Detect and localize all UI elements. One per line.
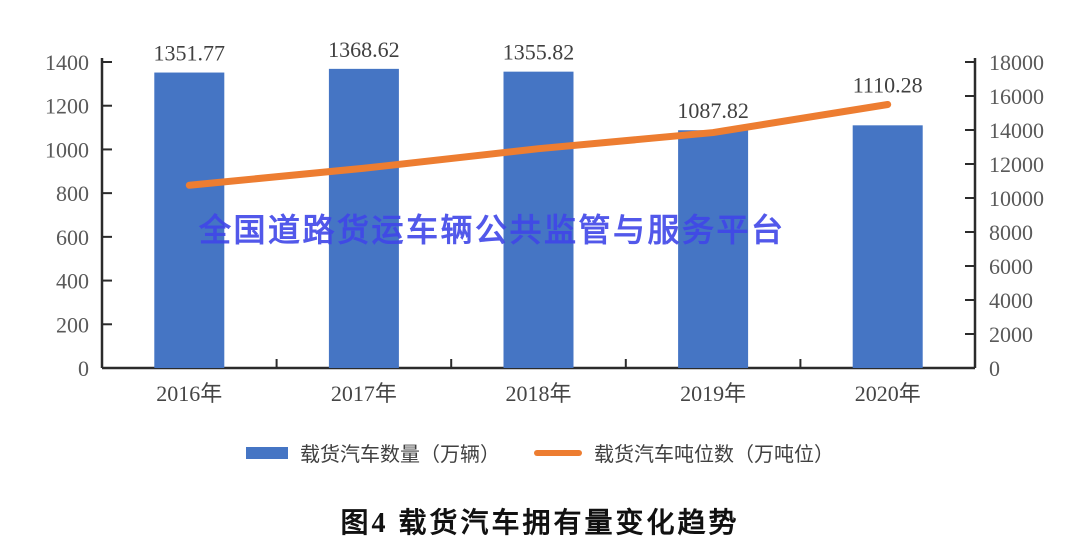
bar-2016年 bbox=[154, 72, 225, 369]
legend-label-line-series: 载货汽车吨位数（万吨位） bbox=[594, 444, 834, 466]
left-axis-tick-label: 400 bbox=[56, 269, 89, 294]
x-axis-category-label: 2018年 bbox=[505, 381, 571, 406]
bar-value-label: 1087.82 bbox=[677, 98, 749, 123]
x-axis-category-label: 2020年 bbox=[855, 381, 921, 406]
right-axis-tick-label: 16000 bbox=[989, 84, 1044, 109]
right-axis-tick-label: 0 bbox=[989, 356, 1000, 381]
left-axis-tick-label: 800 bbox=[56, 181, 89, 206]
right-axis-tick-label: 14000 bbox=[989, 118, 1044, 143]
watermark-text: 全国道路货运车辆公共监管与服务平台 bbox=[199, 212, 786, 248]
right-axis-tick-label: 10000 bbox=[989, 186, 1044, 211]
bar-2018年 bbox=[503, 71, 574, 368]
x-axis-category-label: 2017年 bbox=[331, 381, 397, 406]
right-axis-tick-label: 8000 bbox=[989, 220, 1033, 245]
bar-2017年 bbox=[328, 68, 399, 369]
right-axis-tick-label: 2000 bbox=[989, 322, 1033, 347]
right-axis-tick-label: 4000 bbox=[989, 288, 1033, 313]
left-axis-tick-label: 200 bbox=[56, 312, 89, 337]
bar-value-label: 1355.82 bbox=[503, 40, 575, 65]
left-axis-tick-label: 1200 bbox=[45, 94, 89, 119]
right-axis-tick-label: 6000 bbox=[989, 254, 1033, 279]
left-axis-tick-label: 1400 bbox=[45, 50, 89, 75]
chart-legend: 载货汽车数量（万辆） 载货汽车吨位数（万吨位） bbox=[0, 438, 1080, 467]
bar-2019年 bbox=[678, 130, 749, 368]
bar-value-label: 1351.77 bbox=[154, 41, 226, 66]
x-axis-category-label: 2016年 bbox=[156, 381, 222, 406]
bar-value-label: 1368.62 bbox=[328, 37, 400, 62]
figure-caption: 图4 载货汽车拥有量变化趋势 bbox=[340, 508, 740, 539]
legend-item-bar-series: 载货汽车数量（万辆） bbox=[246, 438, 500, 467]
left-axis-tick-label: 0 bbox=[78, 356, 89, 381]
legend-label-bar-series: 载货汽车数量（万辆） bbox=[300, 444, 500, 466]
right-axis-tick-label: 12000 bbox=[989, 152, 1044, 177]
line-series-swatch-icon bbox=[534, 449, 582, 456]
combo-chart-canvas: 0200400600800100012001400020004000600080… bbox=[45, 37, 1044, 406]
left-axis-tick-label: 1000 bbox=[45, 137, 89, 162]
legend-item-line-series: 载货汽车吨位数（万吨位） bbox=[534, 438, 834, 467]
left-axis-tick-label: 600 bbox=[56, 225, 89, 250]
bar-series-swatch-icon bbox=[246, 446, 288, 459]
x-axis-category-label: 2019年 bbox=[680, 381, 746, 406]
bar-2020年 bbox=[852, 125, 923, 368]
tonnage-trend-line bbox=[185, 101, 892, 189]
bar-value-label: 1110.28 bbox=[853, 73, 923, 98]
right-axis-tick-label: 18000 bbox=[989, 50, 1044, 75]
